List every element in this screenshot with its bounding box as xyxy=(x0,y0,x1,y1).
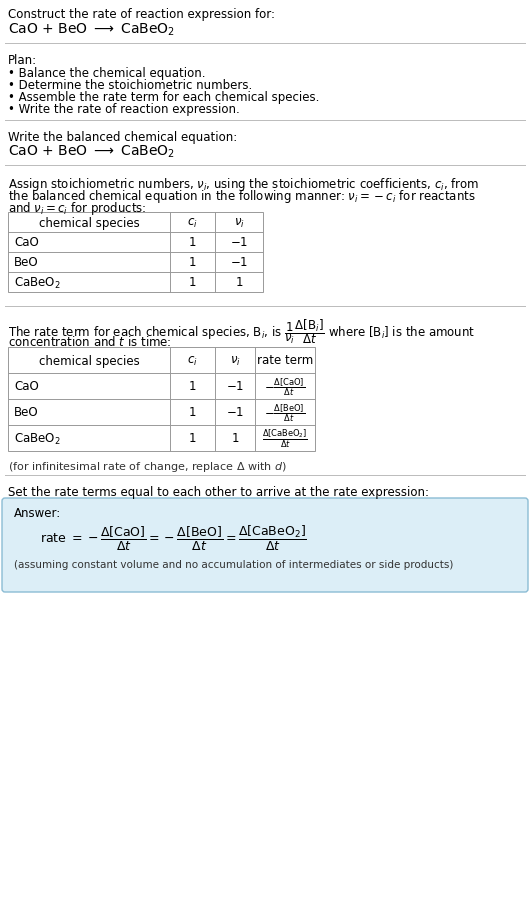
Text: • Balance the chemical equation.: • Balance the chemical equation. xyxy=(8,67,206,79)
Text: rate term: rate term xyxy=(257,354,313,368)
Text: 1: 1 xyxy=(189,237,196,249)
Text: 1: 1 xyxy=(189,276,196,289)
Text: chemical species: chemical species xyxy=(39,354,139,368)
Text: Set the rate terms equal to each other to arrive at the rate expression:: Set the rate terms equal to each other t… xyxy=(8,486,429,498)
Text: 1: 1 xyxy=(189,432,196,445)
FancyBboxPatch shape xyxy=(2,498,528,592)
Text: $\frac{\Delta[\mathrm{CaBeO_2}]}{\Delta t}$: $\frac{\Delta[\mathrm{CaBeO_2}]}{\Delta … xyxy=(262,427,308,450)
Text: $c_i$: $c_i$ xyxy=(187,354,198,368)
Text: $-1$: $-1$ xyxy=(230,237,248,249)
Text: CaO + BeO $\longrightarrow$ CaBeO$_2$: CaO + BeO $\longrightarrow$ CaBeO$_2$ xyxy=(8,144,175,160)
Text: (for infinitesimal rate of change, replace $\Delta$ with $d$): (for infinitesimal rate of change, repla… xyxy=(8,460,287,473)
Text: $-\frac{\Delta[\mathrm{CaO}]}{\Delta t}$: $-\frac{\Delta[\mathrm{CaO}]}{\Delta t}$ xyxy=(264,376,306,397)
Bar xyxy=(8,213,263,293)
Text: $\nu_i$: $\nu_i$ xyxy=(229,354,241,368)
Text: 1: 1 xyxy=(189,256,196,269)
Text: rate $= -\dfrac{\Delta[\mathrm{CaO}]}{\Delta t} = -\dfrac{\Delta[\mathrm{BeO}]}{: rate $= -\dfrac{\Delta[\mathrm{CaO}]}{\D… xyxy=(40,524,307,553)
Text: The rate term for each chemical species, B$_i$, is $\dfrac{1}{\nu_i}\dfrac{\Delt: The rate term for each chemical species,… xyxy=(8,317,475,346)
Text: BeO: BeO xyxy=(14,256,39,269)
Text: the balanced chemical equation in the following manner: $\nu_i = -c_i$ for react: the balanced chemical equation in the fo… xyxy=(8,188,476,205)
Text: CaBeO$_2$: CaBeO$_2$ xyxy=(14,275,60,290)
Text: CaO: CaO xyxy=(14,237,39,249)
Text: • Assemble the rate term for each chemical species.: • Assemble the rate term for each chemic… xyxy=(8,91,320,104)
Text: $-1$: $-1$ xyxy=(230,256,248,269)
Text: CaO + BeO $\longrightarrow$ CaBeO$_2$: CaO + BeO $\longrightarrow$ CaBeO$_2$ xyxy=(8,22,175,38)
Text: $-\frac{\Delta[\mathrm{BeO}]}{\Delta t}$: $-\frac{\Delta[\mathrm{BeO}]}{\Delta t}$ xyxy=(264,402,305,424)
Text: 1: 1 xyxy=(189,380,196,393)
Bar xyxy=(8,348,315,452)
Text: chemical species: chemical species xyxy=(39,216,139,229)
Text: $1$: $1$ xyxy=(235,276,243,289)
Text: (assuming constant volume and no accumulation of intermediates or side products): (assuming constant volume and no accumul… xyxy=(14,559,453,570)
Text: BeO: BeO xyxy=(14,406,39,419)
Text: concentration and $t$ is time:: concentration and $t$ is time: xyxy=(8,335,172,349)
Text: 1: 1 xyxy=(189,406,196,419)
Text: • Determine the stoichiometric numbers.: • Determine the stoichiometric numbers. xyxy=(8,79,252,92)
Text: Assign stoichiometric numbers, $\nu_i$, using the stoichiometric coefficients, $: Assign stoichiometric numbers, $\nu_i$, … xyxy=(8,176,479,192)
Text: CaBeO$_2$: CaBeO$_2$ xyxy=(14,431,60,446)
Text: • Write the rate of reaction expression.: • Write the rate of reaction expression. xyxy=(8,103,240,116)
Text: $-1$: $-1$ xyxy=(226,380,244,393)
Text: and $\nu_i = c_i$ for products:: and $\nu_i = c_i$ for products: xyxy=(8,200,146,217)
Text: Write the balanced chemical equation:: Write the balanced chemical equation: xyxy=(8,131,237,144)
Text: Construct the rate of reaction expression for:: Construct the rate of reaction expressio… xyxy=(8,8,275,21)
Text: $1$: $1$ xyxy=(231,432,239,445)
Text: CaO: CaO xyxy=(14,380,39,393)
Text: $-1$: $-1$ xyxy=(226,406,244,419)
Text: $\nu_i$: $\nu_i$ xyxy=(234,216,244,229)
Text: $c_i$: $c_i$ xyxy=(187,216,198,229)
Text: Plan:: Plan: xyxy=(8,54,37,67)
Text: Answer:: Answer: xyxy=(14,507,61,519)
